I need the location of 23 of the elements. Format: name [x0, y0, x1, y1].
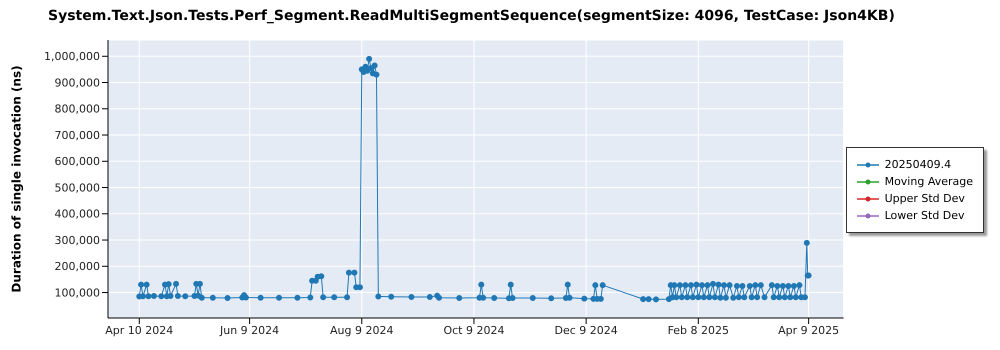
x-tick-label: Jun 9 2024 [219, 324, 280, 337]
y-tick-label: 300,000 [54, 234, 100, 247]
x-tick-label: Apr 9 2025 [778, 324, 840, 337]
x-tick-label: Oct 9 2024 [443, 324, 504, 337]
legend-label: 20250409.4 [884, 158, 952, 171]
y-tick-label: 500,000 [54, 181, 100, 194]
y-axis-title: Duration of single invocation (ns) [9, 65, 24, 293]
legend-label: Moving Average [884, 175, 973, 188]
y-tick-label: 900,000 [54, 76, 100, 90]
x-tick-label: Aug 9 2024 [330, 324, 394, 337]
legend-label: Lower Std Dev [884, 209, 965, 222]
legend-label: Upper Std Dev [884, 192, 965, 205]
y-tick-label: 600,000 [54, 155, 100, 168]
y-tick-label: 100,000 [54, 286, 100, 300]
y-tick-label: 700,000 [54, 128, 100, 142]
y-tick-label: 800,000 [54, 102, 100, 116]
x-tick-label: Feb 8 2025 [668, 324, 730, 337]
y-tick-label: 200,000 [54, 260, 100, 274]
y-tick-label: 1,000,000 [44, 50, 100, 64]
x-tick-label: Apr 10 2024 [105, 324, 174, 337]
y-tick-label: 400,000 [54, 208, 100, 221]
x-tick-label: Dec 9 2024 [554, 324, 618, 337]
chart-title: System.Text.Json.Tests.Perf_Segment.ReadMultiSegmentSequence(segmentSize: 4096, TestCase: Json4KB) [48, 8, 896, 26]
